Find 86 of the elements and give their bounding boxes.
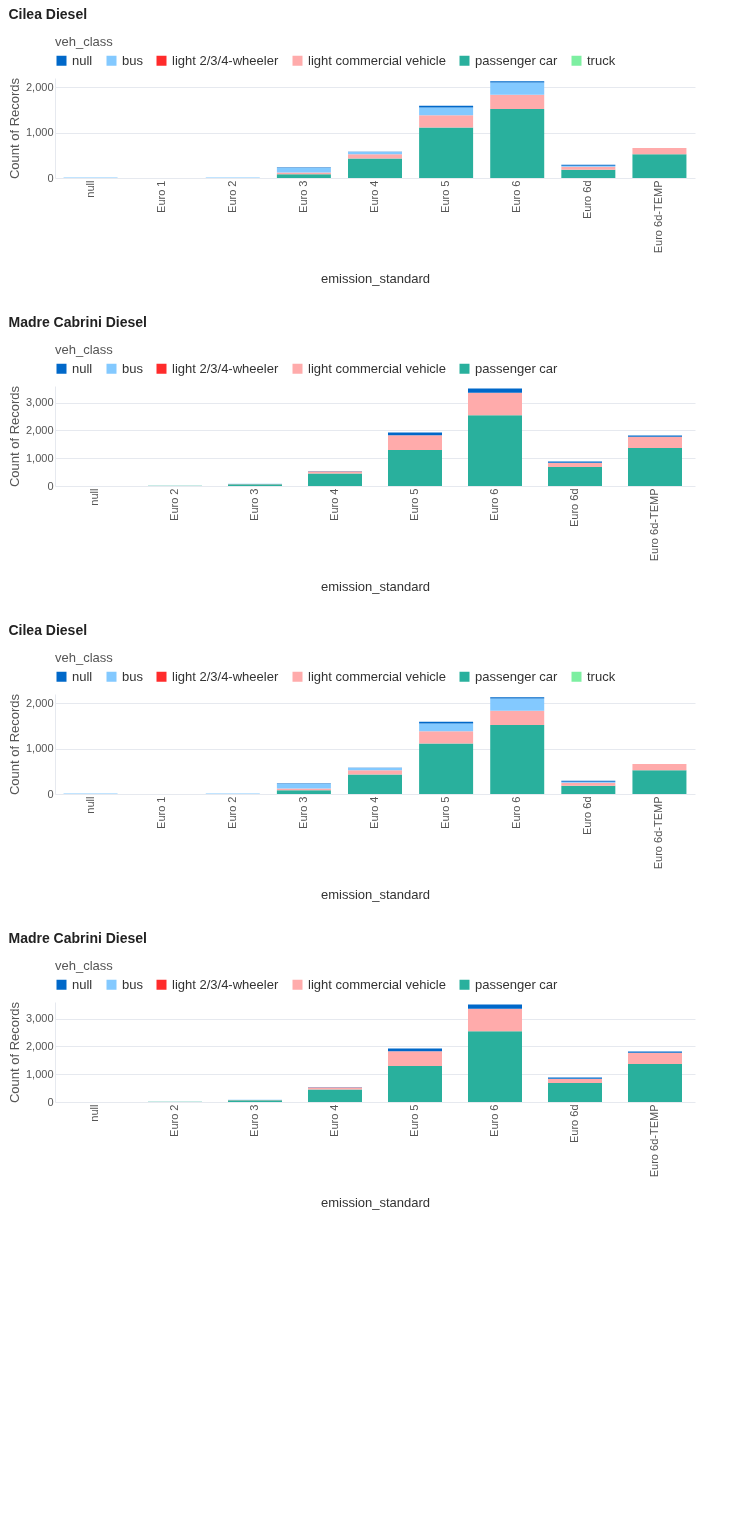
legend-label: passenger car: [475, 976, 559, 992]
x-axis-title: emission_standard: [320, 579, 431, 595]
legend-label: null: [72, 976, 93, 992]
legend-label: passenger car: [475, 360, 559, 376]
y-tick-label: 0: [47, 787, 54, 800]
legend-label: passenger car: [475, 52, 559, 68]
legend-label: bus: [122, 360, 144, 376]
x-tick-label: Euro 6d: [568, 1104, 580, 1144]
x-tick-label: Euro 1: [154, 796, 167, 829]
legend-label: bus: [122, 668, 144, 684]
y-tick-label: 1,000: [25, 126, 54, 139]
legend-label: light 2/3/4-wheeler: [172, 976, 279, 992]
x-tick-label: Euro 2: [168, 488, 180, 521]
y-axis-title: Count of Records: [6, 385, 22, 488]
legend-label: null: [72, 360, 93, 376]
y-tick-label: 2,000: [25, 1039, 54, 1052]
x-tick-label: Euro 5: [408, 488, 420, 521]
x-axis-title: emission_standard: [320, 887, 431, 903]
x-tick-label: Euro 5: [408, 1104, 420, 1137]
x-tick-label: Euro 4: [328, 1104, 340, 1137]
legend-title: veh_class: [55, 958, 114, 973]
x-tick-label: Euro 6d: [581, 180, 594, 220]
x-tick-label: Euro 3: [296, 180, 309, 213]
legend-label: light commercial vehicle: [308, 360, 446, 376]
x-tick-label: Euro 6d: [581, 796, 594, 836]
y-tick-label: 3,000: [25, 1012, 54, 1025]
legend-label: light 2/3/4-wheeler: [172, 52, 279, 68]
x-tick-label: Euro 1: [154, 180, 167, 213]
y-tick-label: 0: [47, 171, 54, 184]
x-tick-label: null: [83, 796, 96, 814]
x-tick-label: Euro 3: [248, 1104, 260, 1137]
legend-title: veh_class: [55, 650, 114, 665]
x-tick-label: Euro 4: [368, 180, 380, 213]
x-tick-label: Euro 6: [510, 180, 523, 213]
legend-label: null: [72, 52, 93, 68]
legend-label: light commercial vehicle: [308, 668, 446, 684]
x-tick-label: Euro 6d-TEMP: [652, 180, 665, 254]
legend-label: light commercial vehicle: [308, 976, 446, 992]
y-tick-label: 3,000: [25, 396, 54, 409]
x-tick-label: Euro 5: [439, 796, 452, 829]
x-tick-label: null: [88, 488, 100, 506]
x-axis-title: emission_standard: [320, 1195, 431, 1211]
legend-label: bus: [122, 976, 144, 992]
legend-title: veh_class: [55, 342, 114, 357]
x-tick-label: null: [83, 180, 96, 198]
x-tick-label: Euro 6d-TEMP: [648, 488, 660, 562]
x-tick-label: Euro 2: [225, 796, 238, 829]
y-axis-title: Count of Records: [6, 693, 22, 796]
legend-title: veh_class: [55, 34, 114, 49]
legend-label: bus: [122, 52, 144, 68]
x-tick-label: Euro 2: [168, 1104, 180, 1137]
legend-label: passenger car: [475, 668, 559, 684]
y-tick-label: 2,000: [25, 696, 54, 709]
y-tick-label: 2,000: [25, 80, 54, 93]
x-tick-label: Euro 3: [296, 796, 309, 829]
x-tick-label: Euro 6d: [568, 488, 580, 528]
x-axis-title: emission_standard: [320, 271, 431, 287]
y-tick-label: 0: [47, 479, 54, 492]
legend-label: truck: [587, 52, 616, 68]
chart-title: Cilea Diesel: [8, 6, 88, 22]
y-tick-label: 1,000: [25, 451, 54, 464]
x-tick-label: Euro 6: [488, 488, 500, 521]
x-tick-label: Euro 2: [225, 180, 238, 213]
y-tick-label: 1,000: [25, 742, 54, 755]
y-tick-label: 0: [47, 1095, 54, 1108]
x-tick-label: Euro 6: [510, 796, 523, 829]
x-tick-label: Euro 5: [439, 180, 452, 213]
x-tick-label: Euro 4: [328, 488, 340, 521]
x-tick-label: Euro 6: [488, 1104, 500, 1137]
x-tick-label: null: [88, 1104, 100, 1122]
x-tick-label: Euro 6d-TEMP: [652, 796, 665, 870]
chart-title: Cilea Diesel: [8, 622, 88, 638]
legend-label: light 2/3/4-wheeler: [172, 360, 279, 376]
x-tick-label: Euro 4: [368, 796, 380, 829]
legend-label: null: [72, 668, 93, 684]
chart-title: Madre Cabrini Diesel: [8, 930, 147, 946]
x-tick-label: Euro 6d-TEMP: [648, 1104, 660, 1178]
x-tick-label: Euro 3: [248, 488, 260, 521]
legend-label: light 2/3/4-wheeler: [172, 668, 279, 684]
legend-label: truck: [587, 668, 616, 684]
y-axis-title: Count of Records: [6, 1001, 22, 1104]
y-tick-label: 1,000: [25, 1067, 54, 1080]
legend-label: light commercial vehicle: [308, 52, 446, 68]
y-axis-title: Count of Records: [6, 77, 22, 180]
y-tick-label: 2,000: [25, 423, 54, 436]
chart-title: Madre Cabrini Diesel: [8, 314, 147, 330]
